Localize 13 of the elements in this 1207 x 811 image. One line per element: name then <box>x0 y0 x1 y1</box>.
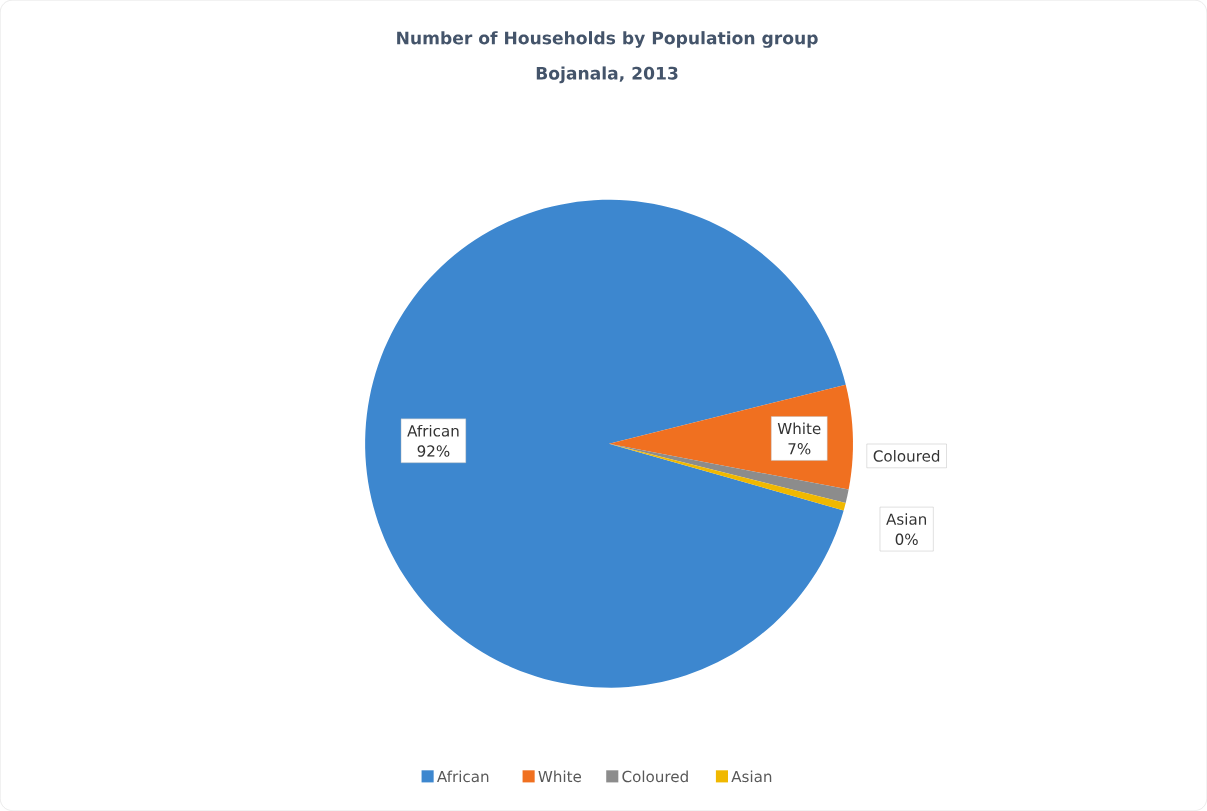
data-label: 0% <box>895 533 918 546</box>
legend-label: Coloured <box>622 770 688 783</box>
chart-title: Number of Households by Population group <box>397 31 818 48</box>
slice-label: White <box>777 422 821 435</box>
legend-label: White <box>538 770 582 783</box>
data-label: 7% <box>788 443 811 455</box>
legend-label: Asian <box>731 770 772 783</box>
slice-label: African <box>407 424 459 437</box>
category-label: Coloured <box>873 450 940 462</box>
chart-subtitle: Bojanala, 2013 <box>536 66 678 84</box>
slice-label: Asian <box>886 513 927 525</box>
data-label: 92% <box>417 445 450 457</box>
legend-label: African <box>436 770 489 783</box>
